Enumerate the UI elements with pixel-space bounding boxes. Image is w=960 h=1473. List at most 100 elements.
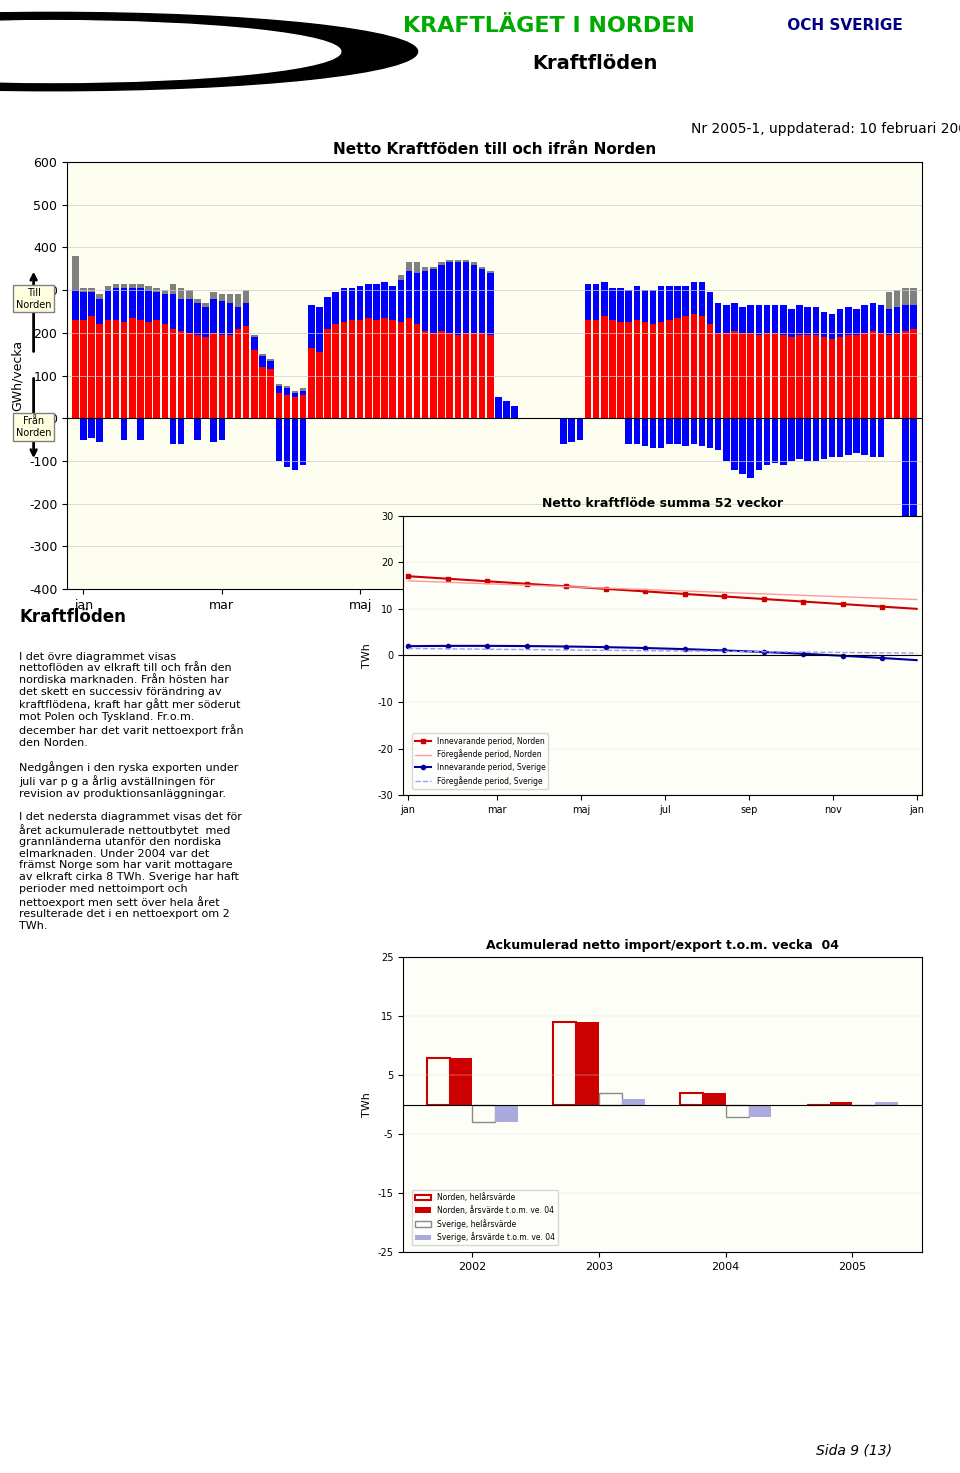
Bar — [194, 299, 201, 303]
Bar — [161, 295, 168, 324]
Bar — [357, 286, 364, 320]
Bar — [219, 334, 225, 418]
Bar — [495, 398, 502, 418]
Bar — [845, 418, 852, 455]
Bar — [390, 320, 396, 418]
Bar — [610, 320, 615, 418]
Bar — [739, 418, 746, 474]
Bar — [129, 284, 135, 289]
Bar — [252, 337, 257, 351]
Bar — [161, 324, 168, 418]
Bar — [683, 315, 689, 418]
Text: I det övre diagrammet visas
nettoflöden av elkraft till och från den
nordiska ma: I det övre diagrammet visas nettoflöden … — [19, 651, 244, 931]
Bar — [268, 361, 274, 370]
Bar — [381, 281, 388, 318]
Bar — [397, 280, 404, 323]
Bar — [666, 320, 673, 418]
Bar — [397, 275, 404, 280]
Bar — [780, 305, 786, 334]
Bar — [170, 295, 177, 328]
Bar — [439, 262, 444, 265]
Bar — [397, 323, 404, 418]
Bar — [723, 305, 730, 333]
Text: Nr 2005-1, uppdaterad: 10 februari 2005: Nr 2005-1, uppdaterad: 10 februari 2005 — [691, 122, 960, 136]
Bar — [88, 292, 95, 315]
Bar — [780, 418, 786, 465]
Bar — [886, 334, 892, 418]
Bar — [463, 261, 469, 262]
Bar — [454, 261, 461, 262]
Bar — [658, 418, 664, 448]
Bar — [406, 271, 412, 318]
Bar — [910, 546, 917, 572]
Bar — [178, 289, 184, 299]
Bar — [112, 289, 119, 320]
Bar — [772, 333, 779, 418]
Bar — [748, 305, 754, 333]
Bar — [463, 262, 469, 333]
Circle shape — [0, 12, 418, 91]
Bar — [178, 299, 184, 331]
Bar — [186, 299, 193, 333]
Bar — [634, 286, 640, 320]
Bar — [381, 318, 388, 418]
Bar — [634, 418, 640, 443]
Bar — [446, 333, 453, 418]
Bar — [585, 320, 591, 418]
Bar — [186, 333, 193, 418]
Bar — [300, 390, 306, 395]
Bar — [470, 262, 477, 265]
Bar — [796, 305, 803, 334]
Text: Från
Norden: Från Norden — [16, 415, 51, 437]
Bar — [454, 262, 461, 334]
Bar — [300, 418, 306, 465]
Bar — [853, 334, 860, 418]
Bar — [72, 290, 79, 320]
Bar — [902, 551, 908, 580]
Bar — [650, 418, 657, 448]
Bar — [276, 384, 282, 386]
Bar — [910, 418, 917, 546]
Bar — [439, 265, 444, 331]
Bar — [487, 273, 493, 334]
Legend: Norden, helårsvärde, Norden, årsvärde t.o.m. ve. 04, Sverige, helårsvärde, Sveri: Norden, helårsvärde, Norden, årsvärde t.… — [412, 1190, 558, 1245]
Bar — [683, 418, 689, 446]
Bar — [406, 318, 412, 418]
Bar — [487, 271, 493, 273]
Bar — [748, 418, 754, 479]
Bar — [112, 320, 119, 418]
Bar — [112, 284, 119, 289]
Bar — [703, 1093, 726, 1105]
Bar — [414, 273, 420, 324]
Bar — [894, 333, 900, 418]
Bar — [641, 323, 648, 418]
Bar — [723, 333, 730, 418]
Bar — [876, 1102, 898, 1105]
Bar — [170, 418, 177, 443]
Text: OCH SVERIGE: OCH SVERIGE — [782, 18, 903, 34]
Bar — [227, 303, 233, 334]
Title: Ackumulerad netto import/export t.o.m. vecka  04: Ackumulerad netto import/export t.o.m. v… — [486, 940, 839, 952]
Bar — [902, 305, 908, 331]
Bar — [283, 395, 290, 418]
Bar — [690, 314, 697, 418]
Bar — [853, 309, 860, 334]
Bar — [617, 289, 624, 323]
Bar — [674, 286, 681, 318]
Bar — [219, 418, 225, 440]
Bar — [634, 320, 640, 418]
Bar — [756, 334, 762, 418]
Bar — [365, 318, 372, 418]
Bar — [390, 286, 396, 320]
Bar — [154, 289, 160, 292]
Bar — [479, 270, 486, 333]
Bar — [625, 290, 632, 323]
Bar — [81, 320, 86, 418]
Bar — [674, 418, 681, 443]
Bar — [902, 289, 908, 305]
Title: Netto kraftflöde summa 52 veckor: Netto kraftflöde summa 52 veckor — [541, 498, 783, 510]
Bar — [137, 320, 144, 418]
Bar — [145, 290, 152, 323]
Bar — [821, 418, 828, 460]
Bar — [812, 418, 819, 461]
